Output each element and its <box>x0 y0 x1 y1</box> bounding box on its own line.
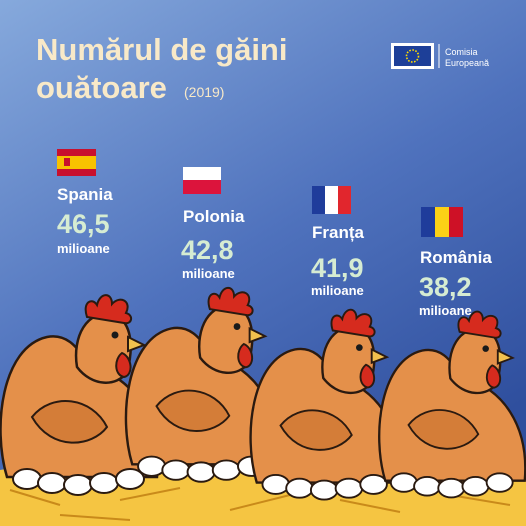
title: ouătoare <box>36 70 167 105</box>
logo-text: Comisia <box>445 47 478 57</box>
logo-text: Europeană <box>445 58 489 68</box>
country-unit: milioane <box>311 283 364 298</box>
country-value: 42,8 <box>181 235 234 265</box>
country-value: 46,5 <box>57 209 110 239</box>
country-value: 38,2 <box>419 272 472 302</box>
flag <box>183 167 221 194</box>
country-name: Polonia <box>183 207 245 226</box>
year: (2019) <box>184 84 224 100</box>
country-unit: milioane <box>57 241 110 256</box>
eu-logo: Comisia Europeană <box>391 43 489 69</box>
straw-lines <box>9 487 511 521</box>
flag <box>312 186 351 214</box>
country-value: 41,9 <box>311 253 364 283</box>
country-name: Spania <box>57 185 113 204</box>
country-name: România <box>420 248 492 267</box>
flag <box>421 207 463 237</box>
flag <box>57 149 96 176</box>
country-unit: milioane <box>182 266 235 281</box>
country-unit: milioane <box>419 303 472 318</box>
country-name: Franța <box>312 223 365 242</box>
title: Numărul de găini <box>36 32 287 67</box>
